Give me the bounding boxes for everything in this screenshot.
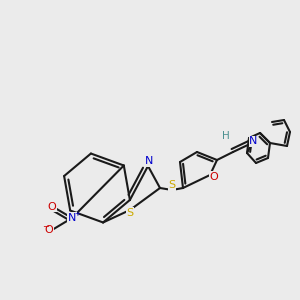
Text: O: O [209,172,218,182]
Text: +: + [74,211,80,217]
Text: −: − [42,223,49,232]
Text: N: N [249,136,258,146]
Text: S: S [126,208,134,218]
Text: H: H [222,131,230,141]
Text: N: N [68,213,76,223]
Text: N: N [145,157,154,166]
Text: S: S [168,181,175,190]
Text: O: O [45,225,53,235]
Text: O: O [48,202,56,212]
